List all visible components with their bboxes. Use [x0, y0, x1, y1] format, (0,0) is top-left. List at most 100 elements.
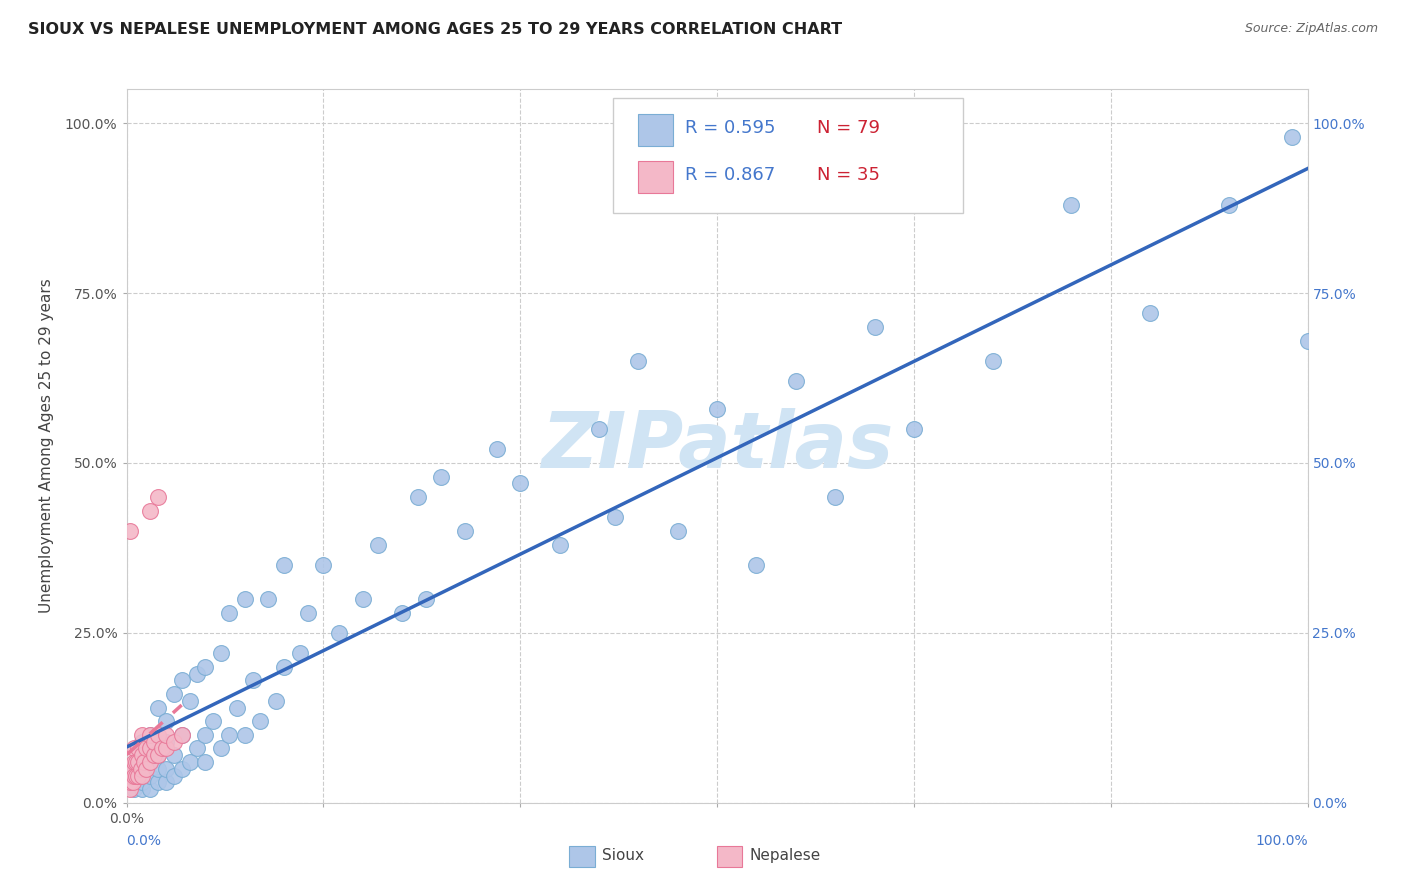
- Point: [1060, 198, 1083, 212]
- Point: [297, 606, 319, 620]
- Point: [121, 775, 143, 789]
- Point: [143, 748, 166, 763]
- Text: Sioux: Sioux: [602, 848, 644, 863]
- Point: [139, 741, 162, 756]
- FancyBboxPatch shape: [613, 98, 963, 212]
- Point: [1296, 334, 1319, 348]
- Point: [785, 375, 807, 389]
- Point: [131, 775, 153, 789]
- Point: [120, 524, 142, 538]
- Point: [249, 714, 271, 729]
- Point: [131, 782, 153, 797]
- Point: [127, 741, 149, 756]
- Point: [146, 700, 169, 714]
- Text: 100.0%: 100.0%: [1256, 834, 1308, 848]
- Point: [146, 728, 169, 742]
- Point: [146, 775, 169, 789]
- Point: [146, 748, 169, 763]
- Point: [125, 769, 148, 783]
- Text: 0.0%: 0.0%: [127, 834, 162, 848]
- Point: [146, 748, 169, 763]
- Point: [139, 741, 162, 756]
- Point: [367, 537, 389, 551]
- Text: N = 79: N = 79: [817, 119, 880, 136]
- Point: [863, 320, 886, 334]
- Point: [233, 591, 256, 606]
- Point: [150, 741, 173, 756]
- Point: [124, 775, 146, 789]
- Point: [312, 558, 335, 572]
- Point: [124, 769, 146, 783]
- Text: Source: ZipAtlas.com: Source: ZipAtlas.com: [1244, 22, 1378, 36]
- Point: [170, 673, 193, 688]
- Point: [121, 762, 143, 776]
- Point: [139, 755, 162, 769]
- Point: [202, 714, 225, 729]
- FancyBboxPatch shape: [638, 161, 673, 193]
- Point: [415, 591, 437, 606]
- Point: [135, 762, 157, 776]
- Point: [666, 524, 689, 538]
- Point: [129, 762, 152, 776]
- Text: N = 35: N = 35: [817, 166, 880, 184]
- Point: [139, 782, 162, 797]
- Point: [120, 782, 142, 797]
- Text: ZIPatlas: ZIPatlas: [541, 408, 893, 484]
- Point: [209, 646, 232, 660]
- Point: [706, 401, 728, 416]
- Point: [194, 660, 217, 674]
- Point: [146, 762, 169, 776]
- Point: [143, 734, 166, 748]
- Point: [186, 741, 208, 756]
- Point: [139, 769, 162, 783]
- Text: SIOUX VS NEPALESE UNEMPLOYMENT AMONG AGES 25 TO 29 YEARS CORRELATION CHART: SIOUX VS NEPALESE UNEMPLOYMENT AMONG AGE…: [28, 22, 842, 37]
- Point: [509, 476, 531, 491]
- Point: [328, 626, 350, 640]
- Point: [627, 354, 650, 368]
- Point: [1139, 306, 1161, 320]
- Point: [824, 490, 846, 504]
- Point: [139, 728, 162, 742]
- Point: [131, 728, 153, 742]
- Point: [155, 734, 177, 748]
- Point: [131, 769, 153, 783]
- Point: [454, 524, 477, 538]
- Point: [218, 606, 240, 620]
- Point: [264, 694, 287, 708]
- Point: [1281, 129, 1303, 144]
- Point: [485, 442, 508, 457]
- Point: [127, 755, 149, 769]
- Point: [903, 422, 925, 436]
- Point: [981, 354, 1004, 368]
- Point: [603, 510, 626, 524]
- Point: [225, 700, 247, 714]
- Point: [132, 755, 155, 769]
- Point: [233, 728, 256, 742]
- Point: [430, 469, 453, 483]
- Text: Nepalese: Nepalese: [749, 848, 821, 863]
- Point: [170, 762, 193, 776]
- Point: [155, 728, 177, 742]
- Point: [155, 714, 177, 729]
- Point: [391, 606, 413, 620]
- Point: [139, 728, 162, 742]
- Point: [120, 775, 142, 789]
- Point: [273, 660, 295, 674]
- Point: [127, 769, 149, 783]
- Point: [406, 490, 429, 504]
- Point: [120, 769, 142, 783]
- Point: [194, 755, 217, 769]
- Point: [124, 769, 146, 783]
- Point: [163, 687, 186, 701]
- Point: [124, 755, 146, 769]
- Point: [124, 762, 146, 776]
- Point: [139, 503, 162, 517]
- Point: [186, 666, 208, 681]
- Point: [131, 762, 153, 776]
- Point: [218, 728, 240, 742]
- Point: [179, 694, 201, 708]
- Point: [179, 755, 201, 769]
- Point: [124, 782, 146, 797]
- Point: [163, 734, 186, 748]
- Point: [170, 728, 193, 742]
